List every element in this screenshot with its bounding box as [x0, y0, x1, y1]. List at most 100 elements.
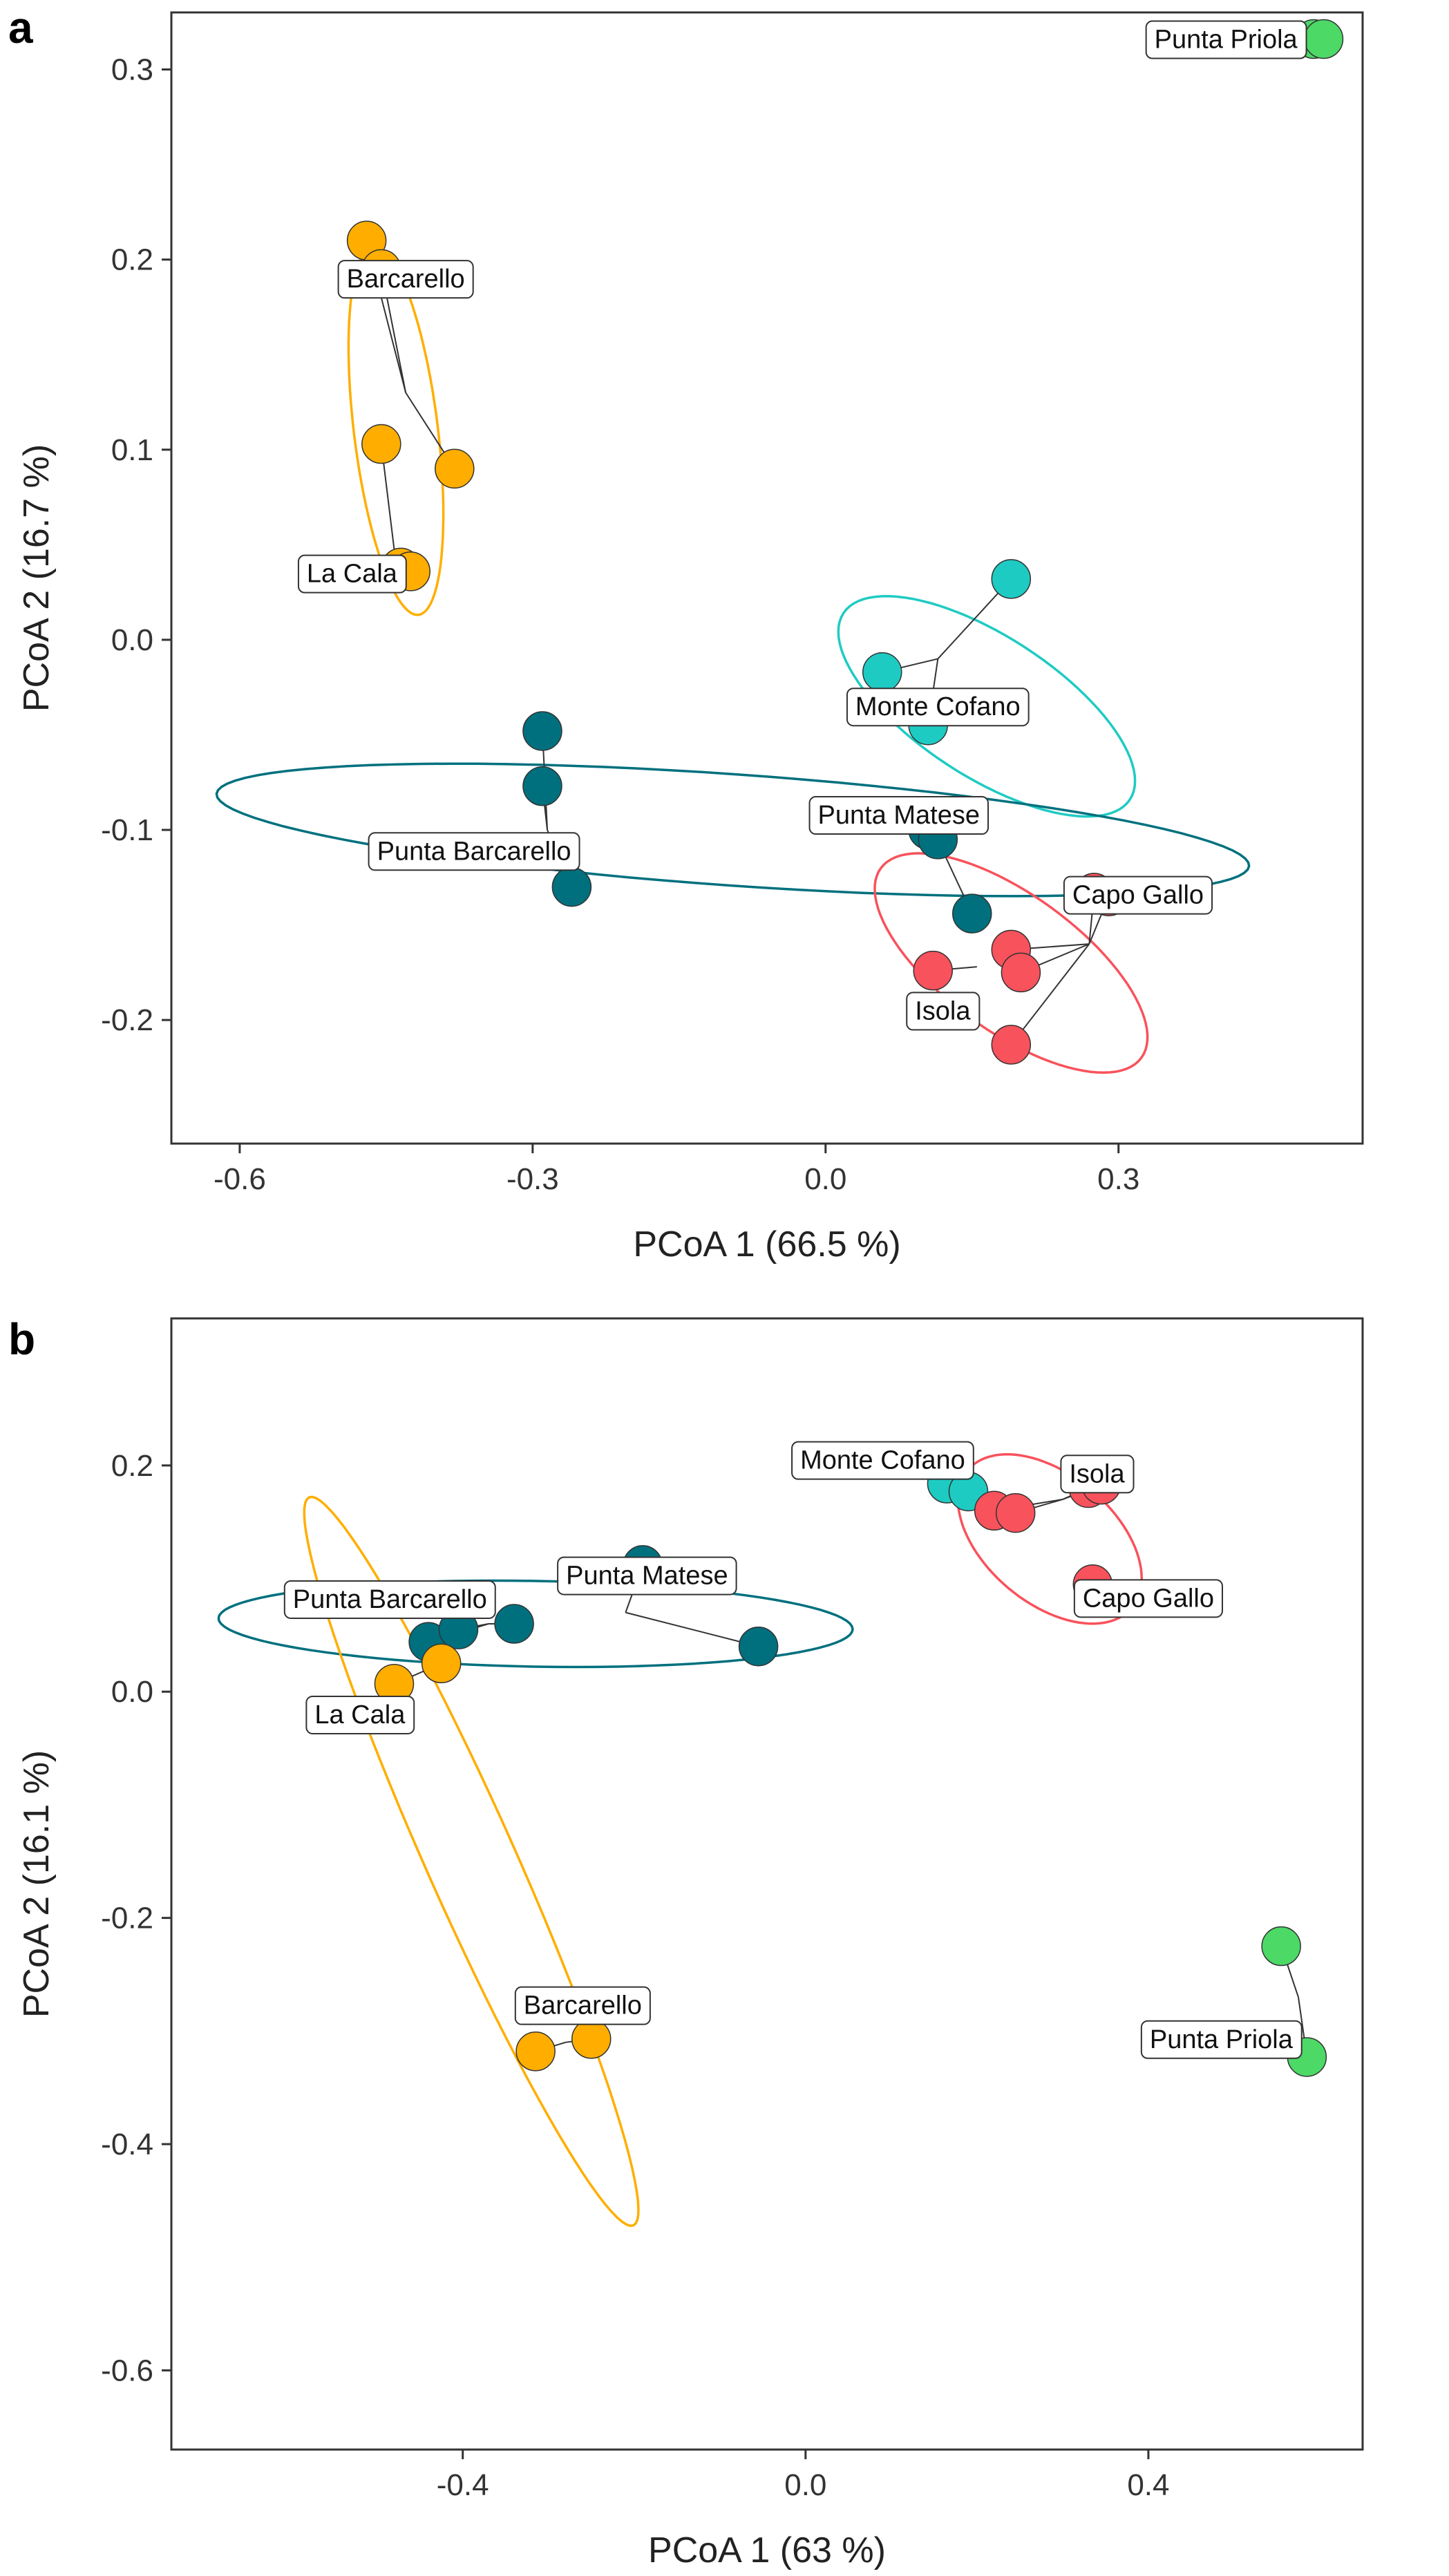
- site-label-box: [1060, 1455, 1135, 1494]
- confidence-ellipse: [215, 762, 1251, 898]
- site-label: Punta Priola: [1140, 2020, 1303, 2059]
- site-label: Capo Gallo: [1063, 875, 1213, 915]
- data-point: [995, 1493, 1036, 1533]
- data-point: [1303, 19, 1344, 59]
- panel-a: a -0.6 -0.3 0.0 0.3 0.3 0.2 0.1 0.0 -0.1 -0.2 PCoA…: [8, 3, 1364, 1265]
- site-label-box: [1063, 875, 1213, 915]
- data-point: [522, 766, 562, 806]
- centroid-segment: [625, 1611, 759, 1647]
- site-label-text: Punta Barcarello: [377, 837, 571, 866]
- site-label-text: Isola: [915, 996, 971, 1025]
- site-label-text: Monte Cofano: [855, 692, 1021, 721]
- panel-letter-b: b: [8, 1314, 35, 1364]
- x-tick-label: 0.0: [804, 1162, 846, 1196]
- site-label-box: [514, 1986, 651, 2025]
- y-tick-label: -0.1: [101, 813, 153, 847]
- site-label-box: [337, 260, 474, 299]
- site-label-text: Barcarello: [524, 1991, 642, 2020]
- site-label: Punta Barcarello: [368, 832, 580, 871]
- site-label: Monte Cofano: [791, 1441, 974, 1480]
- y-tick-label: -0.2: [101, 1902, 153, 1935]
- y-tick-label: -0.4: [101, 2128, 153, 2161]
- centroid-segment: [380, 444, 397, 564]
- y-axis-title: PCoA 2 (16.7 %): [17, 444, 57, 712]
- site-label-text: Barcarello: [347, 265, 465, 294]
- site-label-box: [297, 554, 407, 594]
- y-tick-label: 0.0: [111, 1675, 153, 1709]
- x-axis-title: PCoA 1 (63 %): [648, 2530, 886, 2570]
- site-label-box: [791, 1441, 974, 1480]
- x-tick-label: 0.4: [1127, 2468, 1169, 2502]
- site-label-box: [368, 832, 580, 871]
- site-label: La Cala: [297, 554, 407, 594]
- plot-frame: [170, 1317, 1364, 2451]
- site-label: Punta Matese: [808, 796, 989, 835]
- site-label: Monte Cofano: [846, 688, 1030, 727]
- x-tick-label: -0.4: [437, 2468, 489, 2502]
- confidence-ellipse: [873, 852, 1149, 1074]
- centroid-segment: [1010, 943, 1090, 1045]
- x-tick-label: 0.3: [1097, 1162, 1139, 1196]
- site-label: Barcarello: [337, 260, 474, 299]
- data-point: [551, 866, 592, 907]
- site-label: Punta Matese: [557, 1556, 737, 1595]
- site-label-text: Punta Matese: [566, 1562, 728, 1591]
- site-label-text: La Cala: [307, 560, 398, 589]
- panel-b: b -0.4 0.0 0.4 0.2 0.0 -0.2 -0.4 -0.6 PCoA 1 (63…: [8, 1314, 1364, 2570]
- site-label-box: [283, 1580, 496, 1619]
- panel-letter-a: a: [8, 3, 33, 53]
- data-point: [515, 2032, 556, 2072]
- site-label-text: Isola: [1069, 1459, 1125, 1488]
- site-label-box: [1140, 2020, 1303, 2059]
- data-point: [421, 1643, 462, 1684]
- site-label-text: La Cala: [314, 1701, 406, 1730]
- data-point: [952, 893, 992, 934]
- site-label: Barcarello: [514, 1986, 651, 2025]
- site-label-text: Punta Priola: [1150, 2025, 1294, 2054]
- site-label-text: Punta Matese: [818, 801, 980, 830]
- site-label: Isola: [1060, 1455, 1135, 1494]
- data-point: [991, 1025, 1032, 1065]
- site-label-text: Punta Priola: [1155, 26, 1298, 55]
- site-label-text: Capo Gallo: [1083, 1584, 1214, 1613]
- site-label-box: [846, 688, 1030, 727]
- data-point: [522, 711, 562, 751]
- data-point: [435, 448, 475, 489]
- site-label: Punta Priola: [1145, 20, 1307, 59]
- x-tick-label: -0.6: [214, 1162, 266, 1196]
- data-point: [913, 950, 953, 991]
- site-label-text: Capo Gallo: [1072, 881, 1204, 910]
- y-tick-label: -0.2: [101, 1003, 153, 1037]
- site-label: Isola: [906, 992, 981, 1031]
- x-tick-label: 0.0: [784, 2468, 826, 2502]
- site-label-box: [557, 1556, 737, 1595]
- data-point: [1261, 1926, 1301, 1967]
- data-point: [361, 424, 401, 464]
- y-tick-label: 0.2: [111, 243, 153, 277]
- data-point: [862, 652, 902, 692]
- y-tick-label: 0.0: [111, 623, 153, 657]
- y-tick-label: -0.6: [101, 2354, 153, 2387]
- site-label: La Cala: [305, 1695, 415, 1734]
- y-tick-label: 0.3: [111, 53, 153, 87]
- site-label-box: [1145, 20, 1307, 59]
- data-point: [571, 2019, 612, 2059]
- site-label-box: [906, 992, 981, 1031]
- data-point: [738, 1626, 779, 1667]
- data-point: [991, 559, 1032, 599]
- site-label-box: [305, 1695, 415, 1734]
- x-tick-label: -0.3: [506, 1162, 559, 1196]
- plot-frame: [170, 11, 1364, 1145]
- data-point: [494, 1604, 534, 1644]
- site-label-box: [1073, 1579, 1223, 1618]
- site-label: Capo Gallo: [1073, 1579, 1223, 1618]
- site-label-box: [808, 796, 989, 835]
- x-axis-title: PCoA 1 (66.5 %): [633, 1224, 900, 1265]
- y-tick-label: 0.1: [111, 433, 153, 467]
- site-label-text: Monte Cofano: [800, 1446, 965, 1475]
- site-label: Punta Barcarello: [283, 1580, 496, 1619]
- site-label-text: Punta Barcarello: [293, 1585, 487, 1614]
- y-axis-title: PCoA 2 (16.1 %): [17, 1750, 57, 2018]
- data-point: [1001, 952, 1041, 993]
